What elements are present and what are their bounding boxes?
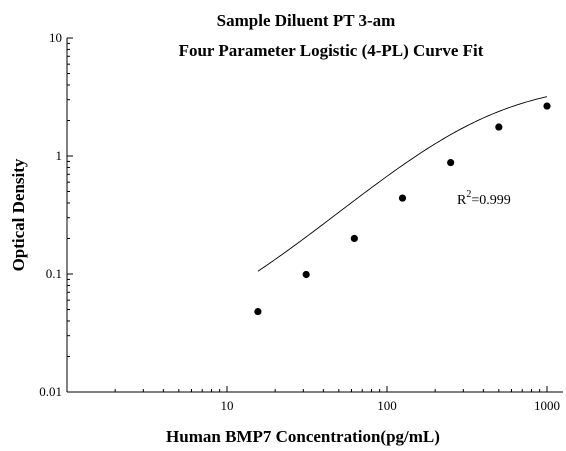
ticks [67,37,548,393]
data-point [254,308,262,316]
r2-value: =0.999 [471,193,510,208]
y-tick-label: 0.1 [46,266,62,281]
data-point [495,123,503,131]
x-tick-label: 1000 [534,398,560,413]
y-tick-label: 1 [56,148,63,163]
axes [66,38,563,393]
r2-superscript: 2 [466,189,471,200]
y-axis-label: Optical Density [9,158,28,271]
x-axis-label: Human BMP7 Concentration(pg/mL) [166,427,440,446]
x-tick-label: 10 [221,398,234,413]
chart-subtitle: Four Parameter Logistic (4-PL) Curve Fit [179,41,484,60]
chart-title: Sample Diluent PT 3-am [217,11,396,30]
data-points [254,102,551,316]
data-point [543,102,551,110]
y-tick-label: 10 [49,30,62,45]
tick-labels: 10 100 1000 0.01 0.1 1 10 [39,30,560,413]
x-tick-label: 100 [377,398,397,413]
data-point [302,270,310,279]
r2-base: R [457,193,467,208]
y-tick-label: 0.01 [39,384,62,399]
data-point [398,194,407,202]
data-point [350,234,358,243]
r-squared-annotation: R2=0.999 [457,189,511,208]
data-point [447,158,455,167]
fit-curve [257,96,548,272]
